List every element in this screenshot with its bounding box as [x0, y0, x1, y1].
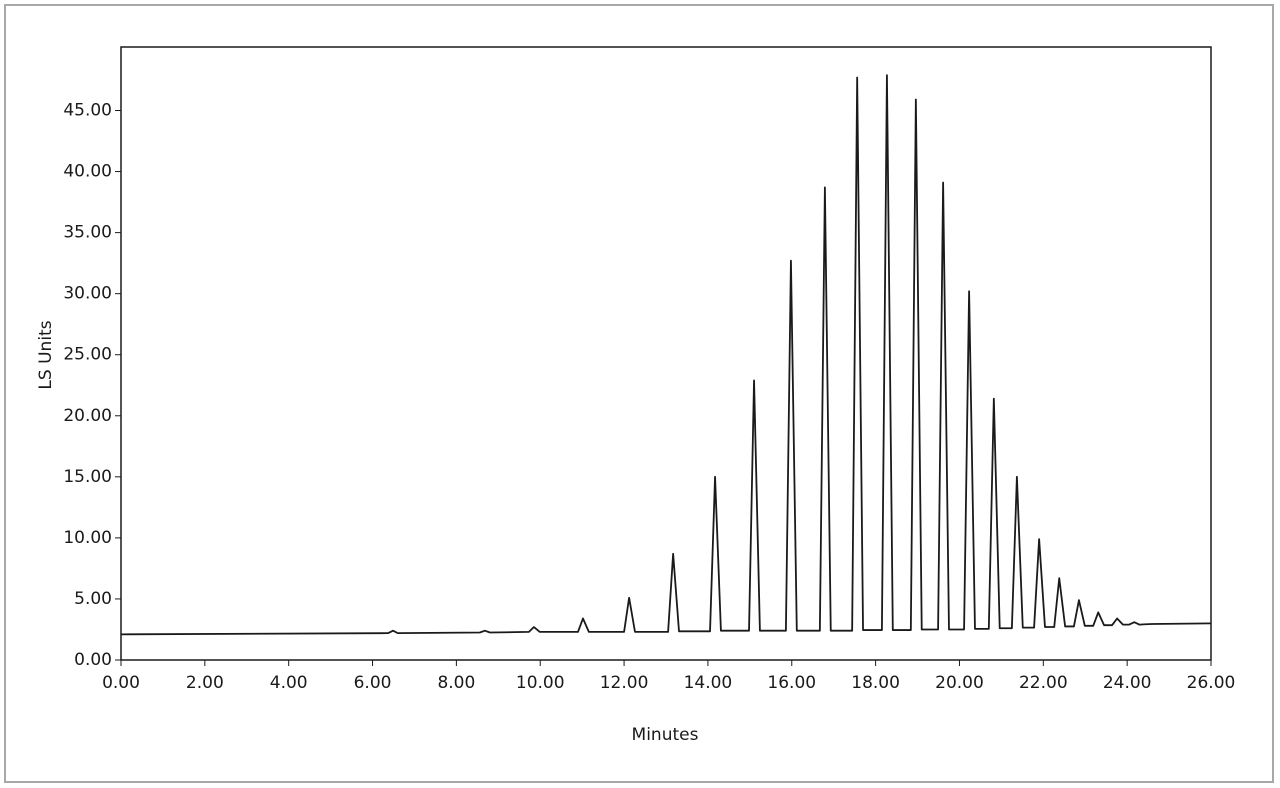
x-tick-label: 24.00 [1103, 673, 1152, 693]
y-tick-label: 15.00 [63, 467, 112, 487]
x-tick-label: 8.00 [437, 673, 475, 693]
x-tick-label: 2.00 [186, 673, 224, 693]
y-tick-label: 40.00 [63, 162, 112, 182]
x-tick-label: 18.00 [851, 673, 900, 693]
x-tick-label: 20.00 [935, 673, 984, 693]
trace [120, 74, 1212, 636]
x-tick-label: 26.00 [1187, 673, 1236, 693]
x-tick-label: 12.00 [600, 673, 649, 693]
y-tick-label: 10.00 [63, 528, 112, 548]
y-tick-label: 25.00 [63, 345, 112, 365]
x-tick-label: 22.00 [1019, 673, 1068, 693]
x-tick-label: 16.00 [767, 673, 816, 693]
x-tick-label: 4.00 [270, 673, 308, 693]
x-tick-label: 14.00 [684, 673, 733, 693]
y-tick-label: 30.00 [63, 284, 112, 304]
y-axis-label: LS Units [36, 320, 56, 389]
x-tick-label: 0.00 [102, 673, 140, 693]
y-tick-label: 35.00 [63, 223, 112, 243]
plot-area [120, 46, 1212, 661]
y-tick-label: 5.00 [74, 589, 112, 609]
y-tick-label: 45.00 [63, 100, 112, 120]
y-tick-label: 20.00 [63, 406, 112, 426]
x-tick-label: 6.00 [354, 673, 392, 693]
x-axis-label: Minutes [632, 725, 699, 745]
frame [4, 4, 1274, 783]
y-tick-label: 0.00 [74, 650, 112, 670]
x-tick-label: 10.00 [516, 673, 565, 693]
